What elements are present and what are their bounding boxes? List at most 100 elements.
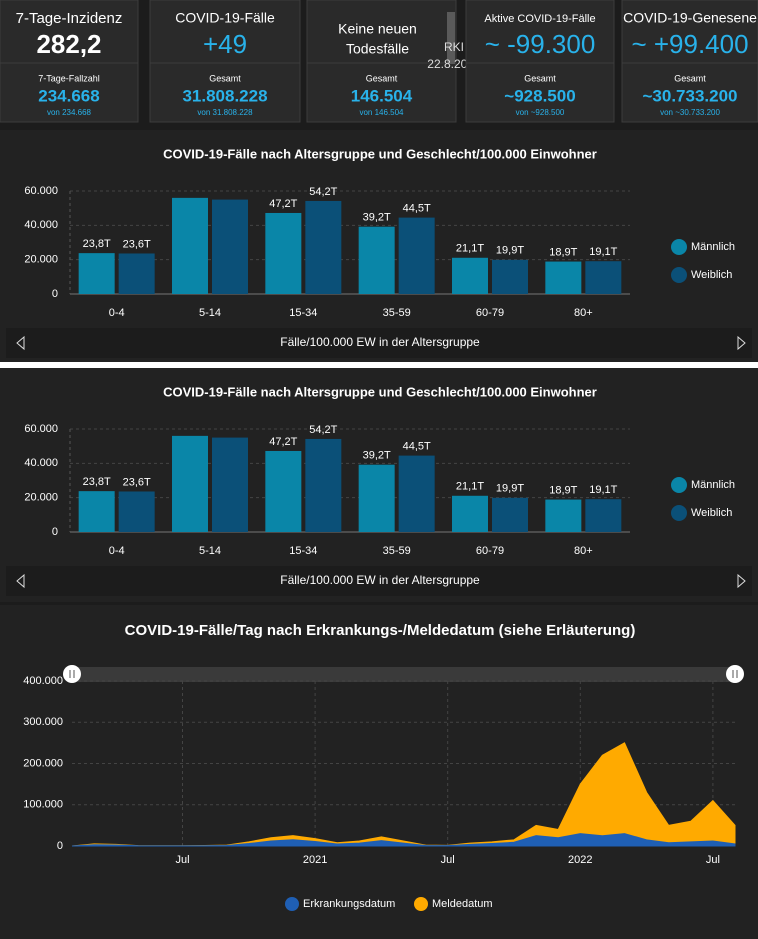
nav-prev[interactable] (16, 335, 25, 351)
kpi-title: 7-Tage-Inzidenz (16, 10, 123, 27)
value-label: 39,2T (363, 450, 391, 462)
value-label: 54,2T (309, 424, 337, 436)
bar (118, 253, 155, 294)
value-label: 23,6T (123, 476, 151, 488)
kpi-value: 282,2 (36, 29, 101, 59)
bar (212, 437, 248, 532)
nav-strip (6, 328, 752, 358)
bar (585, 261, 622, 294)
legend-marker (671, 505, 687, 521)
x-axis-label: Fälle/100.000 EW in der Altersgruppe (280, 335, 480, 349)
y-tick-label: 60.000 (24, 185, 58, 197)
kpi-title: COVID-19-Genesene (623, 10, 757, 26)
kpi-note: von ~30.733.200 (660, 108, 720, 117)
kpi-sub-value: 234.668 (38, 86, 99, 105)
x-tick-label: Jul (706, 854, 720, 866)
y-tick-label: 60.000 (24, 423, 58, 435)
value-label: 44,5T (403, 441, 431, 453)
x-tick-label: 80+ (574, 545, 593, 557)
range-slider[interactable] (72, 667, 735, 682)
kpi-note: von 234.668 (47, 108, 92, 117)
value-label: 23,8T (83, 238, 111, 250)
y-tick-label: 20.000 (24, 254, 58, 266)
kpi-card (306, 0, 457, 123)
kpi-value: ~ +99.400 (631, 29, 748, 59)
value-label: 21,1T (456, 243, 484, 255)
nav-strip (6, 566, 752, 596)
handle-grip (69, 670, 75, 678)
y-tick-label: 0 (52, 526, 58, 538)
bar (358, 226, 395, 294)
kpi-note: von 31.808.228 (197, 108, 253, 117)
chart-title: COVID-19-Fälle nach Altersgruppe und Ges… (163, 384, 597, 399)
legend-marker (414, 897, 428, 911)
nav-prev[interactable] (16, 573, 25, 589)
bar (118, 491, 155, 532)
bar (452, 257, 488, 294)
value-label: 47,2T (269, 436, 297, 448)
y-tick-label: 0 (57, 840, 63, 852)
kpi-value: +49 (203, 29, 247, 59)
legend-marker (671, 239, 687, 255)
bar (265, 212, 302, 294)
legend-label: Männlich (691, 479, 735, 491)
legend-label: Meldedatum (432, 898, 493, 910)
x-tick-label: 2021 (303, 854, 327, 866)
kpi-card (465, 0, 615, 123)
kpi-card (149, 0, 301, 123)
bar (398, 455, 435, 532)
x-tick-label: 80+ (574, 307, 593, 319)
bar (78, 491, 115, 532)
x-tick-label: 35-59 (383, 545, 411, 557)
bar (172, 197, 208, 294)
slider-handle[interactable] (726, 665, 744, 683)
kpi-sub-label: 7-Tage-Fallzahl (38, 73, 100, 83)
chart-title: COVID-19-Fälle/Tag nach Erkrankungs-/Mel… (125, 622, 636, 639)
bar (545, 499, 582, 532)
bar (172, 435, 208, 532)
value-label: 19,1T (589, 246, 617, 258)
value-label: 21,1T (456, 481, 484, 493)
kpi-note: von ~928.500 (516, 108, 565, 117)
bar (358, 464, 395, 532)
x-tick-label: 35-59 (383, 307, 411, 319)
x-tick-label: 0-4 (109, 545, 125, 557)
x-tick-label: 0-4 (109, 307, 125, 319)
legend-marker (285, 897, 299, 911)
bar (305, 438, 342, 532)
bar (585, 499, 622, 532)
value-label: 44,5T (403, 203, 431, 215)
value-label: 54,2T (309, 186, 337, 198)
scrollbar (447, 12, 455, 64)
bar (398, 217, 435, 294)
kpi-sub-label: Gesamt (366, 73, 398, 83)
x-tick-label: 60-79 (476, 307, 504, 319)
kpi-title: COVID-19-Fälle (175, 10, 275, 26)
area (71, 833, 736, 847)
kpi-sub-value: 31.808.228 (182, 86, 267, 105)
value-label: 18,9T (549, 246, 577, 258)
kpi-note: von 146.504 (359, 108, 404, 117)
bar (305, 200, 342, 294)
separator (0, 362, 758, 368)
kpi-title: Todesfälle (346, 41, 409, 57)
kpi-sub-value: ~928.500 (504, 86, 575, 105)
bar (78, 253, 115, 294)
kpi-card (0, 0, 139, 123)
value-label: 19,1T (589, 484, 617, 496)
kpi-title: Keine neuen (338, 21, 417, 37)
chart-panel (0, 605, 758, 939)
x-tick-label: 2022 (568, 854, 592, 866)
y-tick-label: 40.000 (24, 219, 58, 231)
value-label: 47,2T (269, 198, 297, 210)
nav-next[interactable] (737, 335, 746, 351)
x-tick-label: 15-34 (289, 307, 317, 319)
nav-next[interactable] (737, 573, 746, 589)
x-axis-label: Fälle/100.000 EW in der Altersgruppe (280, 573, 480, 587)
bar (212, 199, 248, 294)
slider-handle[interactable] (63, 665, 81, 683)
y-tick-label: 40.000 (24, 457, 58, 469)
kpi-sub-label: Gesamt (209, 73, 241, 83)
